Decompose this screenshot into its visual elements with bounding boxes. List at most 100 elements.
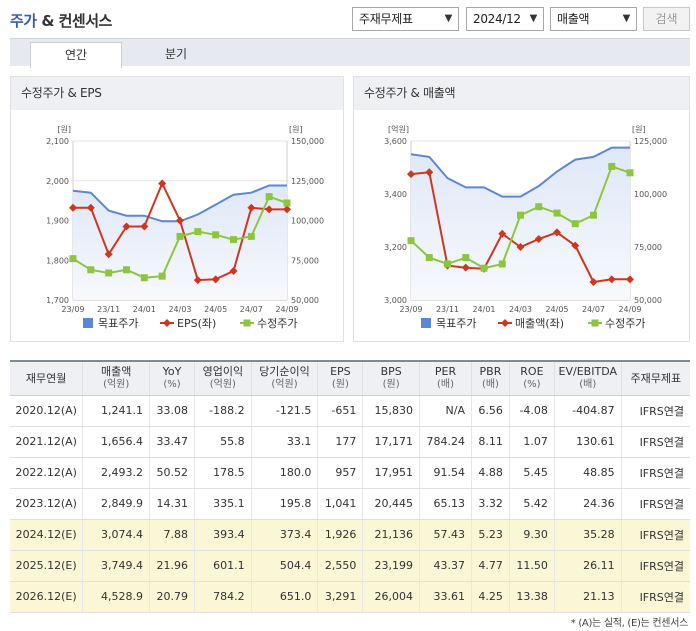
table-row: 2026.12(E) 4,528.9 20.79 784.2 651.0 3,291 26,…	[10, 581, 690, 613]
data-point	[589, 277, 598, 286]
data-point	[247, 232, 255, 240]
data-point	[283, 199, 291, 207]
table-cell: -121.5	[250, 395, 318, 427]
data-point	[122, 222, 131, 231]
table-cell: 91.54	[418, 457, 472, 489]
data-point	[176, 216, 184, 225]
data-point	[229, 266, 238, 275]
column-header-label: 재무연월	[25, 371, 67, 385]
tab-annual[interactable]: 연간	[30, 42, 122, 68]
column-header: EPS (원)	[317, 360, 363, 396]
y-tick-label: 3,400	[384, 190, 407, 199]
row-period: 2021.12(A)	[10, 426, 83, 458]
table-cell: 11.50	[508, 550, 555, 582]
table-cell: 4.25	[471, 581, 510, 613]
table-cell: 957	[317, 457, 363, 489]
column-header-unit: (원)	[382, 379, 400, 391]
table-cell: 5.45	[508, 457, 555, 489]
table-cell: 335.1	[194, 488, 252, 520]
data-point	[425, 254, 433, 262]
data-point	[194, 228, 202, 236]
table-cell: 65.13	[418, 488, 472, 520]
table-cell: 180.0	[250, 457, 318, 489]
table-cell: 21.13	[553, 581, 622, 613]
period-select[interactable]: 2024/12 ▼	[466, 7, 544, 31]
x-tick-label: 24/01	[472, 305, 495, 314]
column-header: PBR (배)	[471, 360, 510, 396]
column-header-label: PBR	[479, 365, 502, 379]
metric-select[interactable]: 매출액 ▼	[550, 7, 637, 31]
table-cell: 23,199	[362, 550, 420, 582]
table-cell: 43.37	[418, 550, 472, 582]
column-header: BPS (원)	[362, 360, 420, 396]
table-cell: IFRS연결	[620, 426, 690, 458]
table-cell: 601.1	[194, 550, 252, 582]
data-point	[193, 276, 202, 285]
table-cell: 57.43	[418, 519, 472, 551]
search-button[interactable]: 검색	[643, 7, 690, 31]
table-cell: IFRS연결	[620, 550, 690, 582]
table-cell: IFRS연결	[620, 488, 690, 520]
row-period: 2022.12(A)	[10, 457, 83, 489]
x-tick-label: 24/05	[204, 305, 227, 314]
y-tick-label: 3,600	[384, 137, 407, 146]
data-point	[516, 243, 525, 251]
table-cell: 8.11	[471, 426, 510, 458]
column-header: 재무연월	[10, 360, 83, 396]
data-point	[626, 169, 634, 177]
row-period: 2023.12(A)	[10, 488, 83, 520]
title-accent: 주가	[10, 12, 37, 30]
legend-swatch	[83, 318, 93, 328]
column-header-unit: (배)	[579, 379, 597, 391]
table-cell: 1,041	[317, 488, 363, 520]
data-point	[212, 231, 220, 239]
column-header: 매출액 (억원)	[82, 360, 150, 396]
table-cell: 651.0	[250, 581, 318, 613]
data-point	[608, 162, 616, 170]
row-period: 2020.12(A)	[10, 395, 83, 427]
table-cell: 2,493.2	[82, 457, 150, 489]
table-cell: N/A	[418, 395, 472, 427]
table-cell: -188.2	[194, 395, 252, 427]
target-price-area	[411, 147, 630, 300]
table-cell: 55.8	[194, 426, 252, 458]
legend-label: 목표주가	[436, 317, 476, 330]
subject-select[interactable]: 주재무제표 ▼	[352, 7, 459, 31]
table-cell: -4.08	[508, 395, 555, 427]
legend-swatch	[421, 318, 431, 328]
data-point	[283, 205, 291, 214]
table-cell: 3,291	[317, 581, 363, 613]
table-cell: 130.61	[553, 426, 622, 458]
tab-quarterly[interactable]: 분기	[164, 47, 188, 61]
data-point	[462, 254, 470, 262]
y-tick-label: 2,000	[46, 177, 69, 186]
x-tick-label: 24/07	[240, 305, 263, 314]
table-cell: 21.96	[149, 550, 195, 582]
table-cell: 178.5	[194, 457, 252, 489]
data-point	[265, 193, 273, 201]
column-header-label: EPS	[330, 365, 351, 379]
table-cell: -404.87	[553, 395, 622, 427]
data-point	[607, 275, 616, 284]
data-point	[535, 203, 543, 211]
legend-swatch	[591, 319, 599, 327]
data-point	[158, 179, 167, 188]
table-cell: 50.52	[149, 457, 195, 489]
column-header-label: ROE	[520, 365, 544, 379]
table-cell: 35.28	[553, 519, 622, 551]
table-cell: 1,926	[317, 519, 363, 551]
table-cell: 4,528.9	[82, 581, 150, 613]
legend-swatch	[501, 319, 509, 327]
data-point	[407, 237, 415, 245]
data-point	[158, 272, 166, 280]
data-point	[87, 266, 95, 274]
table-cell: 48.85	[553, 457, 622, 489]
y2-tick-label: 75,000	[291, 256, 319, 265]
target-price-line	[410, 146, 630, 198]
data-point	[498, 260, 506, 268]
column-header: EV/EBITDA (배)	[553, 360, 622, 396]
column-header: YoY (%)	[149, 360, 195, 396]
data-point	[230, 236, 237, 244]
row-period: 2026.12(E)	[10, 581, 83, 613]
legend-label: 목표주가	[98, 317, 138, 330]
